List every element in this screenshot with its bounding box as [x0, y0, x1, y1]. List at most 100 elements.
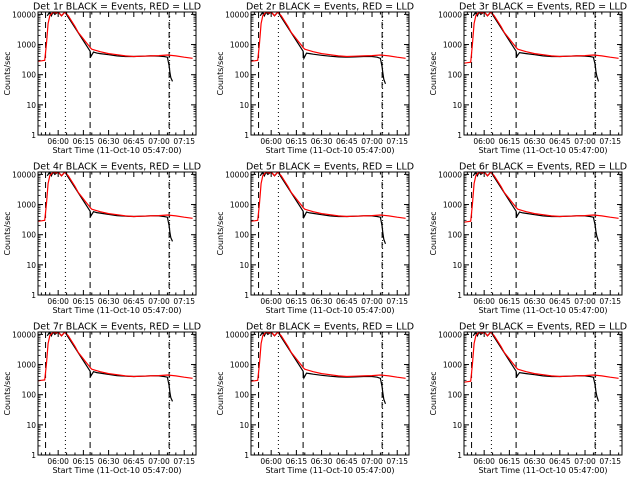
y-axis-label: Counts/sec	[429, 51, 438, 95]
x-tick-label: 06:45	[123, 137, 145, 146]
detector-panel: Det 1r BLACK = Events, RED = LLD 1 10 100 10…	[0, 0, 213, 160]
lld-series-line	[251, 172, 406, 222]
x-tick-label: 06:30	[311, 457, 333, 466]
y-tick-label: 1	[244, 131, 249, 140]
x-tick-label: 06:30	[524, 137, 546, 146]
x-tick-label: 07:00	[361, 297, 383, 306]
x-tick-label: 06:00	[473, 297, 495, 306]
x-tick-label: 06:00	[47, 297, 69, 306]
y-axis-label: Counts/sec	[3, 211, 12, 255]
y-axis-label: Counts/sec	[429, 211, 438, 255]
x-tick-label: 06:15	[73, 137, 95, 146]
x-tick-label: 06:30	[98, 297, 120, 306]
x-tick-label: 07:15	[386, 297, 408, 306]
y-tick-label: 10000	[438, 330, 462, 339]
x-tick-label: 06:00	[260, 297, 282, 306]
x-axis-label: Start Time (11-Oct-10 05:47:00)	[265, 306, 394, 315]
y-axis-label: Counts/sec	[429, 371, 438, 415]
x-tick-label: 06:15	[73, 457, 95, 466]
x-tick-label: 06:45	[336, 137, 358, 146]
y-tick-label: 1	[31, 451, 36, 460]
y-tick-label: 100	[22, 391, 37, 400]
lld-series-line	[251, 332, 406, 382]
y-axis-label: Counts/sec	[216, 371, 225, 415]
x-tick-label: 06:15	[499, 457, 521, 466]
y-tick-label: 1000	[443, 201, 462, 210]
x-tick-label: 06:30	[524, 297, 546, 306]
x-tick-label: 06:15	[286, 137, 308, 146]
events-series-line	[46, 172, 174, 242]
x-tick-label: 07:15	[599, 137, 621, 146]
x-tick-label: 06:00	[260, 457, 282, 466]
y-tick-label: 1000	[443, 41, 462, 50]
x-tick-label: 06:45	[549, 297, 571, 306]
y-tick-label: 100	[22, 71, 37, 80]
x-tick-label: 07:00	[361, 137, 383, 146]
chart-title: Det 7r BLACK = Events, RED = LLD	[33, 322, 201, 333]
y-tick-label: 10000	[12, 330, 36, 339]
detector-panel: Det 3r BLACK = Events, RED = LLD 1 10 100 10…	[426, 0, 639, 160]
y-tick-label: 10000	[438, 10, 462, 19]
x-axis-label: Start Time (11-Oct-10 05:47:00)	[478, 146, 607, 155]
y-tick-label: 10000	[12, 170, 36, 179]
y-tick-label: 100	[235, 71, 250, 80]
x-tick-label: 07:00	[574, 137, 596, 146]
x-axis-label: Start Time (11-Oct-10 05:47:00)	[52, 306, 181, 315]
lld-series-line	[251, 12, 406, 62]
y-tick-label: 10	[239, 101, 249, 110]
chart-title: Det 2r BLACK = Events, RED = LLD	[246, 2, 414, 13]
lld-series-line	[464, 12, 619, 64]
x-tick-label: 07:00	[361, 457, 383, 466]
x-tick-label: 06:45	[549, 137, 571, 146]
x-tick-label: 06:00	[47, 457, 69, 466]
plot-frame	[463, 331, 623, 456]
lld-series-line	[38, 332, 193, 382]
x-tick-label: 07:00	[574, 457, 596, 466]
detector-chart: Det 5r BLACK = Events, RED = LLD 1 10 100 10…	[216, 162, 414, 316]
detector-panel: Det 9r BLACK = Events, RED = LLD 1 10 100 10…	[426, 320, 639, 480]
x-tick-label: 07:00	[148, 297, 170, 306]
y-tick-label: 1	[457, 291, 462, 300]
x-axis-label: Start Time (11-Oct-10 05:47:00)	[52, 466, 181, 475]
detector-chart: Det 4r BLACK = Events, RED = LLD 1 10 100 10…	[3, 162, 201, 316]
chart-title: Det 8r BLACK = Events, RED = LLD	[246, 322, 414, 333]
x-tick-label: 06:15	[286, 457, 308, 466]
x-tick-label: 06:00	[473, 457, 495, 466]
x-tick-label: 07:00	[574, 297, 596, 306]
detector-panel: Det 5r BLACK = Events, RED = LLD 1 10 100 10…	[213, 160, 426, 320]
y-tick-label: 1000	[17, 41, 36, 50]
events-series-line	[472, 172, 600, 242]
y-tick-label: 1	[31, 291, 36, 300]
x-tick-label: 06:45	[336, 297, 358, 306]
x-tick-label: 06:45	[123, 297, 145, 306]
x-tick-label: 07:15	[173, 297, 195, 306]
detector-chart: Det 7r BLACK = Events, RED = LLD 1 10 100 10…	[3, 322, 201, 476]
y-tick-label: 1	[244, 291, 249, 300]
y-axis-label: Counts/sec	[3, 371, 12, 415]
x-tick-label: 06:15	[499, 137, 521, 146]
y-tick-label: 1	[457, 131, 462, 140]
x-tick-label: 06:45	[549, 457, 571, 466]
y-tick-label: 1000	[230, 201, 249, 210]
x-axis-label: Start Time (11-Oct-10 05:47:00)	[478, 466, 607, 475]
detector-panel: Det 7r BLACK = Events, RED = LLD 1 10 100 10…	[0, 320, 213, 480]
detector-chart: Det 6r BLACK = Events, RED = LLD 1 10 100 10…	[429, 162, 627, 316]
events-series-line	[46, 12, 174, 82]
y-tick-label: 100	[235, 391, 250, 400]
x-tick-label: 07:15	[599, 297, 621, 306]
y-tick-label: 1000	[17, 201, 36, 210]
detector-panel: Det 6r BLACK = Events, RED = LLD 1 10 100 10…	[426, 160, 639, 320]
y-axis-label: Counts/sec	[216, 51, 225, 95]
y-tick-label: 1000	[230, 361, 249, 370]
x-tick-label: 06:00	[473, 137, 495, 146]
y-tick-label: 10	[452, 101, 462, 110]
x-tick-label: 06:30	[524, 457, 546, 466]
x-tick-label: 07:15	[173, 137, 195, 146]
y-tick-label: 1	[244, 451, 249, 460]
detector-panel: Det 2r BLACK = Events, RED = LLD 1 10 100 10…	[213, 0, 426, 160]
y-tick-label: 10000	[225, 170, 249, 179]
detector-chart: Det 3r BLACK = Events, RED = LLD 1 10 100 10…	[429, 2, 627, 156]
events-series-line	[472, 332, 600, 402]
x-tick-label: 07:00	[148, 457, 170, 466]
